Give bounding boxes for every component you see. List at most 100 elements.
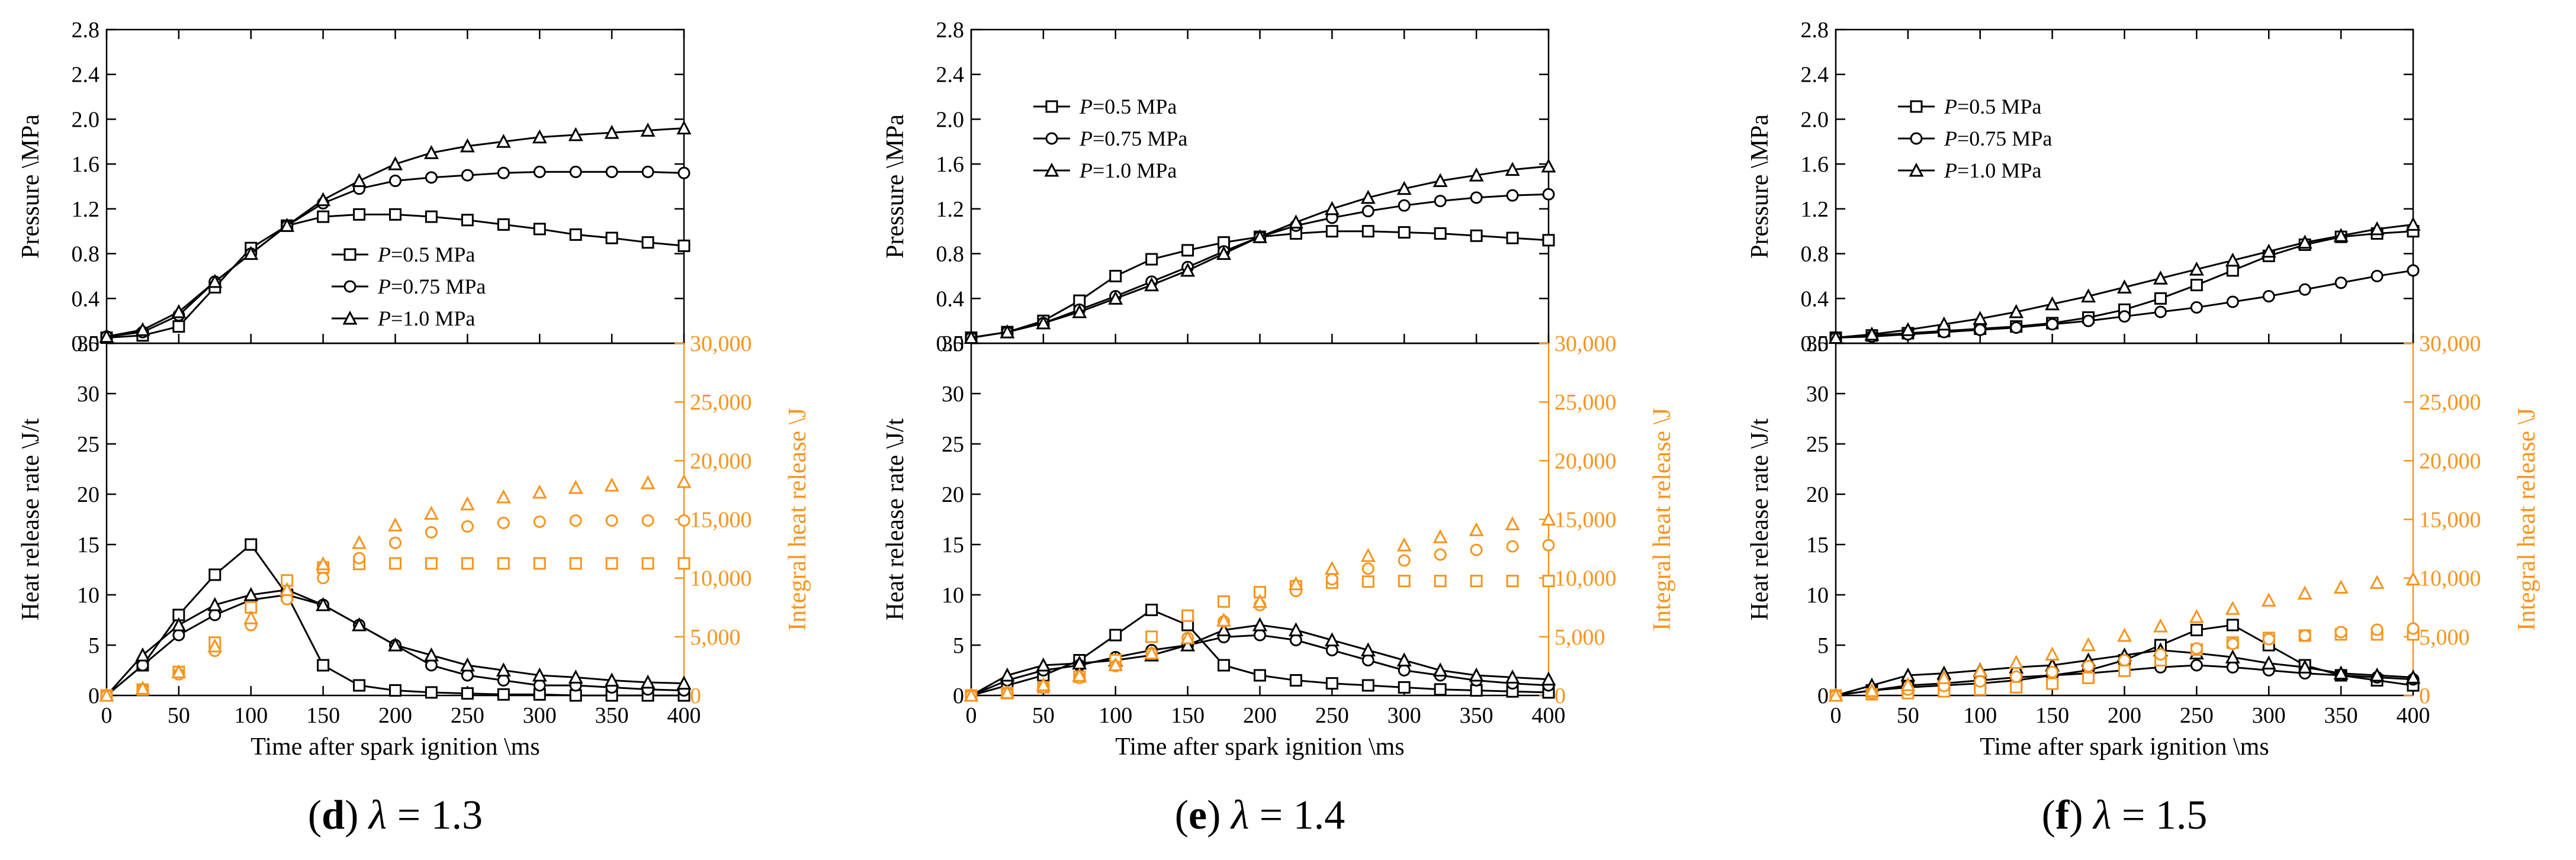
hrr-tick-label: 20 <box>942 482 964 507</box>
pressure-point-triangle <box>135 322 150 336</box>
hrr-tick-label: 10 <box>1806 583 1829 608</box>
x-axis-label: Time after spark ignition \ms <box>250 733 539 761</box>
x-tick-label: 0 <box>1830 703 1842 728</box>
ihr-tick-label: 20,000 <box>690 449 752 474</box>
legend-label-rest: =0.75 MPa <box>1957 127 2052 150</box>
x-tick-label: 100 <box>1099 703 1132 728</box>
ihr-tick-label: 25,000 <box>690 390 752 415</box>
hrr-point-circle <box>533 679 546 692</box>
pressure-point-circle <box>1361 205 1374 218</box>
x-tick-label: 400 <box>667 703 701 728</box>
hrr-tick-label: 35 <box>1806 331 1829 356</box>
caption-part-0: ( <box>2042 793 2055 838</box>
ihr-point-triangle <box>2045 646 2060 661</box>
ihr-point-triangle <box>1360 547 1376 562</box>
ihr-point-triangle <box>1396 537 1412 552</box>
hrr-tick-label: 5 <box>88 633 99 658</box>
hrr-point-square <box>1470 684 1483 697</box>
pressure-point-square <box>2226 264 2239 277</box>
ihr-point-triangle <box>1505 516 1520 530</box>
ihr-tick-label: 0 <box>690 684 701 708</box>
ihr-tick-label: 30,000 <box>2419 331 2481 356</box>
hrr-point-square <box>1254 669 1266 682</box>
ihr-point-triangle <box>2189 608 2204 623</box>
hrr-tick-label: 15 <box>1806 533 1829 558</box>
hrr-point-square <box>461 687 474 700</box>
ihr-point-triangle <box>1108 657 1123 671</box>
pressure-tick-label: 1.6 <box>936 152 965 177</box>
pressure-tick-label: 0.0 <box>936 331 965 356</box>
hrr-point-circle <box>136 659 149 672</box>
legend-label-rest: =0.75 MPa <box>391 275 486 298</box>
hrr-tick-label: 25 <box>942 432 964 457</box>
hrr-point-square <box>1361 679 1374 692</box>
ihr-tick-label: 15,000 <box>690 508 752 533</box>
pressure-point-square <box>172 320 185 333</box>
pressure-point-circle <box>569 165 582 178</box>
hrr-axis-label: Heat release rate \J/t <box>17 418 44 620</box>
pressure-point-triangle <box>1396 181 1412 195</box>
ihr-point-triangle <box>676 474 692 488</box>
hrr-point-triangle <box>604 672 619 687</box>
ihr-point-triangle <box>352 534 367 549</box>
hrr-point-triangle <box>316 597 331 611</box>
hrr-point-square <box>1109 629 1122 642</box>
pressure-point-square <box>677 239 690 252</box>
ihr-point-circle <box>317 572 330 585</box>
caption-part-1: e <box>1189 793 1207 838</box>
hrr-point-square <box>2226 619 2239 632</box>
ihr-point-triangle <box>1828 687 1843 702</box>
hrr-point-triangle <box>1469 667 1484 682</box>
x-tick-label: 250 <box>451 703 484 728</box>
ihr-point-triangle <box>2225 601 2240 615</box>
ihr-tick-label: 25,000 <box>1554 390 1617 415</box>
x-tick-label: 300 <box>523 703 557 728</box>
ihr-point-circle <box>2371 623 2384 636</box>
pressure-point-triangle <box>2405 217 2421 231</box>
pressure-point-circle <box>2082 314 2095 327</box>
pressure-point-circle <box>2118 310 2131 323</box>
ihr-point-triangle <box>2297 585 2312 600</box>
ihr-point-square <box>1218 595 1231 608</box>
hrr-tick-label: 30 <box>942 382 964 407</box>
ihr-point-triangle <box>207 638 223 653</box>
ihr-point-circle <box>533 515 546 528</box>
caption-part-2: ) <box>1207 793 1231 838</box>
pressure-point-triangle <box>532 129 547 144</box>
x-axis-label: Time after spark ignition \ms <box>1115 733 1404 761</box>
pressure-point-triangle <box>2189 261 2204 276</box>
hrr-point-triangle <box>2261 655 2276 670</box>
ihr-point-square <box>1145 630 1158 643</box>
hrr-tick-label: 25 <box>1806 432 1829 457</box>
ihr-point-triangle <box>604 477 619 492</box>
pressure-point-triangle <box>316 192 331 207</box>
hrr-point-triangle <box>423 647 439 662</box>
ihr-point-triangle <box>2405 571 2421 586</box>
ihr-point-triangle <box>2369 575 2385 590</box>
ihr-point-triangle <box>460 496 475 511</box>
pressure-point-triangle <box>1144 277 1159 292</box>
pressure-point-circle <box>389 175 402 188</box>
pressure-tick-label: 2.4 <box>936 63 965 88</box>
hrr-point-triangle <box>1288 622 1303 636</box>
pressure-point-square <box>317 210 330 223</box>
hrr-tick-label: 10 <box>77 583 99 608</box>
pressure-point-circle <box>1506 189 1519 202</box>
ihr-point-square <box>425 557 438 570</box>
hrr-point-square <box>1218 659 1231 672</box>
ihr-point-triangle <box>2333 579 2349 594</box>
pressure-point-square <box>1542 234 1555 247</box>
ihr-tick-label: 5,000 <box>2419 625 2470 650</box>
x-tick-label: 150 <box>1171 703 1205 728</box>
ihr-point-circle <box>2190 642 2203 655</box>
ihr-point-square <box>2118 664 2131 677</box>
pressure-point-square <box>389 208 402 221</box>
caption-part-4: = 1.4 <box>1249 793 1345 838</box>
pressure-point-triangle <box>1108 291 1123 305</box>
pressure-point-circle <box>533 165 546 178</box>
hrr-tick-label: 10 <box>942 583 964 608</box>
hrr-tick-label: 0 <box>1817 684 1829 708</box>
x-tick-label: 0 <box>966 703 977 728</box>
hrr-point-circle <box>425 659 438 672</box>
caption-part-0: ( <box>308 793 322 838</box>
